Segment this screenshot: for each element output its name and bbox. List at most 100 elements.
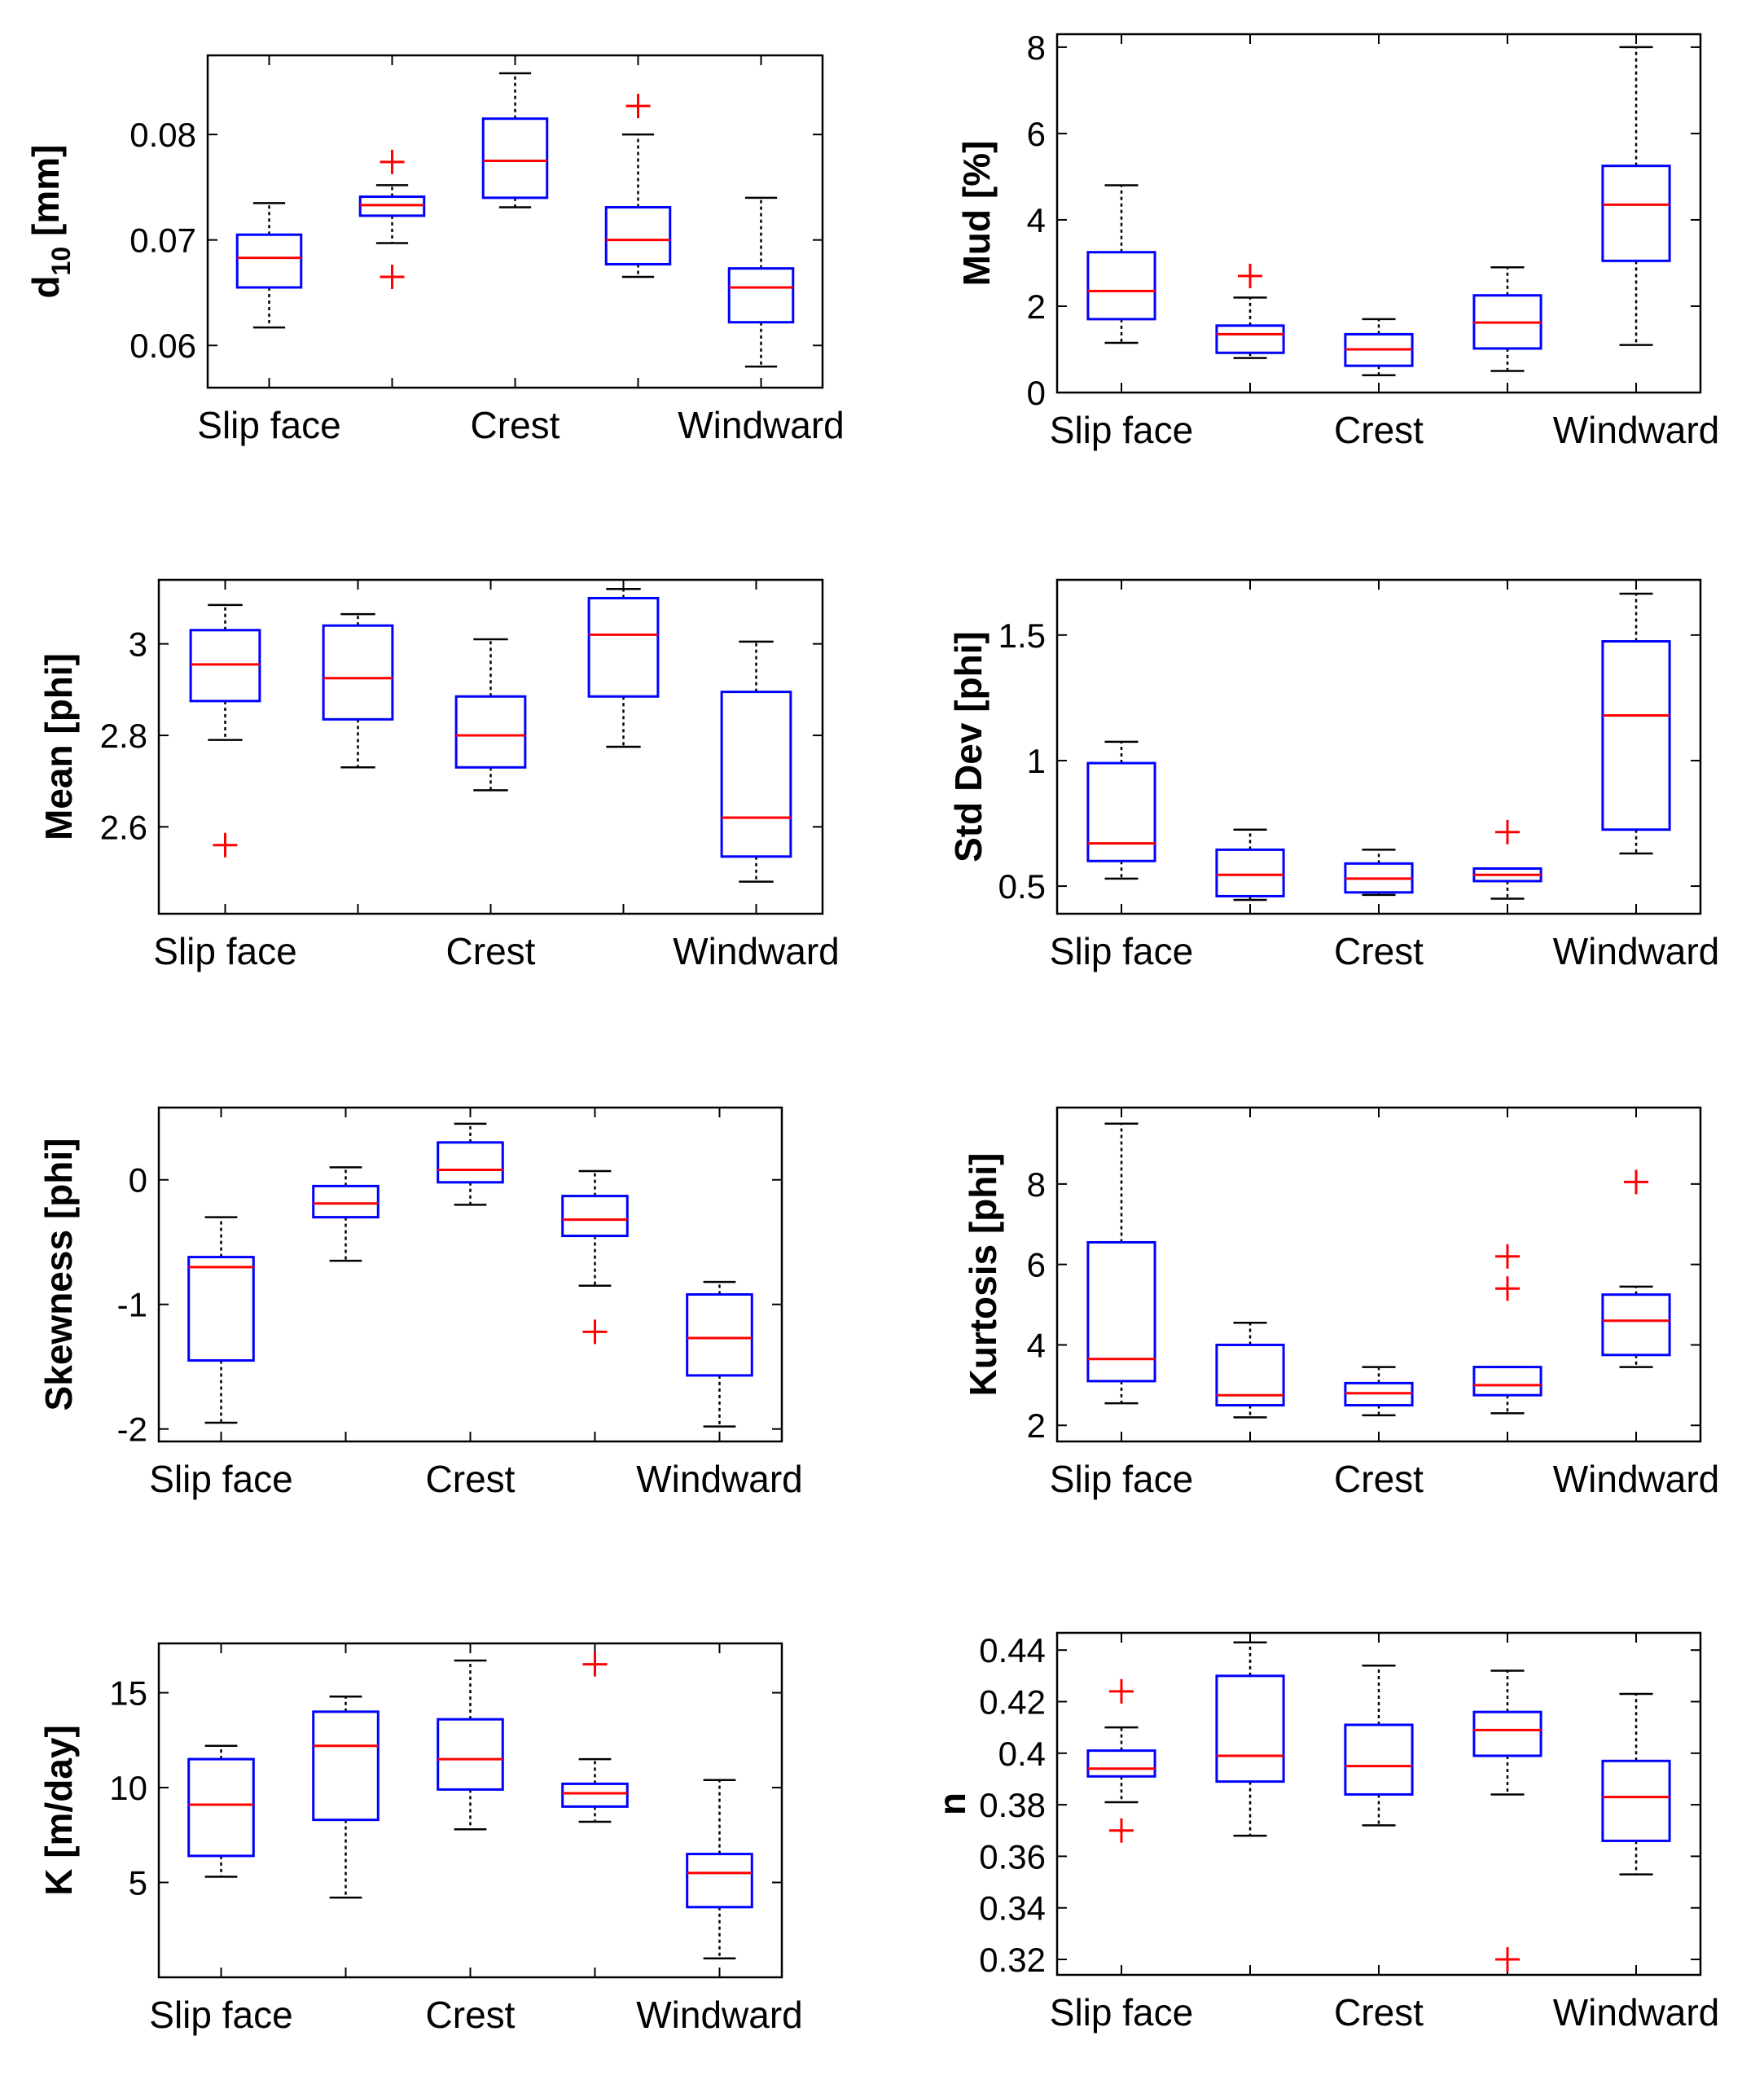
panel-k: 5 10 15 Slip face Crest Windward K [m/day]: [37, 1642, 803, 2036]
skewness-box-group: [187, 1216, 255, 1424]
k-box-group: [561, 1652, 629, 1823]
n-ytick-label: 0.4: [998, 1735, 1046, 1773]
n-box-group: [1601, 1692, 1671, 1876]
skewness-box-group: [437, 1122, 504, 1206]
skewness-category-label: Slip face: [149, 1458, 292, 1500]
n-box: [1601, 1759, 1671, 1842]
d10-outlier: [380, 265, 405, 289]
mud-box-group: [1601, 46, 1671, 346]
panel-d10: 0.06 0.07 0.08 Slip face Crest Windward d10 [m…: [24, 54, 845, 446]
kurtosis-box: [1472, 1366, 1542, 1397]
kurtosis-box: [1601, 1293, 1671, 1357]
n-ytick-label: 0.38: [979, 1786, 1046, 1824]
mud-box-group: [1215, 263, 1285, 359]
d10-outlier: [380, 149, 405, 174]
stddev-box-group: [1601, 592, 1671, 855]
kurtosis-box-group: [1086, 1122, 1156, 1405]
skewness-box-group: [686, 1280, 753, 1428]
kurtosis-category-label: Slip face: [1050, 1458, 1193, 1500]
k-ytick-label: 5: [129, 1864, 147, 1902]
n-ytick-label: 0.42: [979, 1683, 1046, 1722]
mean-box: [322, 624, 394, 721]
n-outlier: [1495, 1947, 1520, 1972]
skewness-ytick-label: -1: [117, 1286, 147, 1324]
stddev-ytick-label: 1: [1027, 742, 1046, 780]
mud-ytick-label: 8: [1027, 29, 1046, 67]
kurtosis-outlier: [1495, 1244, 1520, 1269]
mean-ytick-label: 2.6: [100, 808, 147, 846]
k-ytick-label: 15: [109, 1674, 147, 1713]
mean-box: [587, 596, 660, 698]
skewness-outlier: [582, 1319, 608, 1345]
n-box: [1344, 1723, 1414, 1796]
mean-ytick-label: 3: [129, 625, 147, 664]
k-box: [561, 1782, 629, 1808]
skewness-category-label: Windward: [636, 1458, 803, 1500]
d10-box: [604, 206, 672, 265]
n-category-label: Crest: [1334, 1991, 1424, 2034]
k-outlier: [582, 1652, 608, 1677]
stddev-box-group: [1086, 740, 1156, 880]
mean-category-label: Slip face: [153, 930, 296, 972]
panel-mean: 2.6 2.8 3 Slip face Crest Windward Mean [phi]: [37, 578, 840, 972]
panel-kurtosis: 2 4 6 8 Slip face Crest Windward Kurtosis [phi]: [962, 1106, 1720, 1500]
panel-mud: 0 2 4 6 8 Slip face Crest Windward Mud [%]: [955, 29, 1719, 451]
mud-ylabel: Mud [%]: [955, 141, 998, 287]
stddev-category-label: Crest: [1334, 930, 1424, 972]
mud-ytick-label: 6: [1027, 115, 1046, 153]
n-ylabel: n: [931, 1792, 973, 1815]
d10-ylabel-subscript: 10: [46, 247, 76, 276]
mean-box: [720, 691, 792, 858]
mean-category-label: Windward: [673, 930, 840, 972]
skewness-box: [437, 1141, 504, 1184]
mean-box: [454, 695, 527, 769]
stddev-category-label: Windward: [1553, 930, 1720, 972]
n-box-group: [1344, 1664, 1414, 1827]
n-ytick-label: 0.32: [979, 1941, 1046, 1979]
kurtosis-ytick-label: 6: [1027, 1246, 1046, 1284]
mud-category-label: Windward: [1553, 409, 1720, 451]
mean-box-group: [720, 640, 792, 883]
d10-ytick-label: 0.06: [129, 327, 196, 365]
k-box: [312, 1710, 380, 1822]
mud-outlier: [1238, 263, 1262, 288]
k-box: [437, 1718, 504, 1791]
mud-box-group: [1086, 184, 1156, 344]
stddev-box: [1601, 640, 1671, 831]
mean-box-group: [587, 587, 660, 748]
skewness-box-group: [312, 1166, 380, 1262]
d10-box-group: [235, 202, 303, 329]
d10-box-group: [727, 196, 795, 368]
skewness-box: [686, 1292, 753, 1377]
n-box: [1472, 1710, 1542, 1757]
k-category-label: Crest: [426, 1994, 516, 2036]
kurtosis-category-label: Windward: [1553, 1458, 1720, 1500]
skewness-box-group: [561, 1169, 629, 1345]
k-category-label: Slip face: [149, 1994, 292, 2036]
n-box-group: [1215, 1641, 1285, 1837]
d10-ylabel-main: d: [24, 275, 67, 298]
stddev-box: [1215, 848, 1285, 897]
mud-category-label: Slip face: [1050, 409, 1193, 451]
mean-ylabel: Mean [phi]: [37, 653, 80, 840]
n-category-label: Slip face: [1050, 1991, 1193, 2034]
kurtosis-box-group: [1601, 1169, 1671, 1368]
kurtosis-ytick-label: 4: [1027, 1326, 1046, 1364]
kurtosis-outlier: [1495, 1276, 1520, 1301]
kurtosis-outlier: [1624, 1169, 1648, 1195]
panel-stddev: 0.5 1 1.5 Slip face Crest Windward Std Dev [ph…: [947, 578, 1720, 972]
mean-box-group: [189, 603, 261, 858]
k-box: [187, 1757, 255, 1858]
stddev-box-group: [1472, 819, 1542, 900]
mud-box-group: [1344, 318, 1414, 377]
d10-category-label: Crest: [471, 404, 560, 446]
kurtosis-box-group: [1344, 1366, 1414, 1417]
stddev-ytick-label: 1.5: [998, 616, 1046, 655]
skewness-ytick-label: 0: [129, 1161, 147, 1200]
stddev-box: [1086, 761, 1156, 862]
k-box: [686, 1853, 753, 1909]
n-box: [1215, 1674, 1285, 1783]
mud-category-label: Crest: [1334, 409, 1424, 451]
d10-box-group: [481, 72, 549, 208]
